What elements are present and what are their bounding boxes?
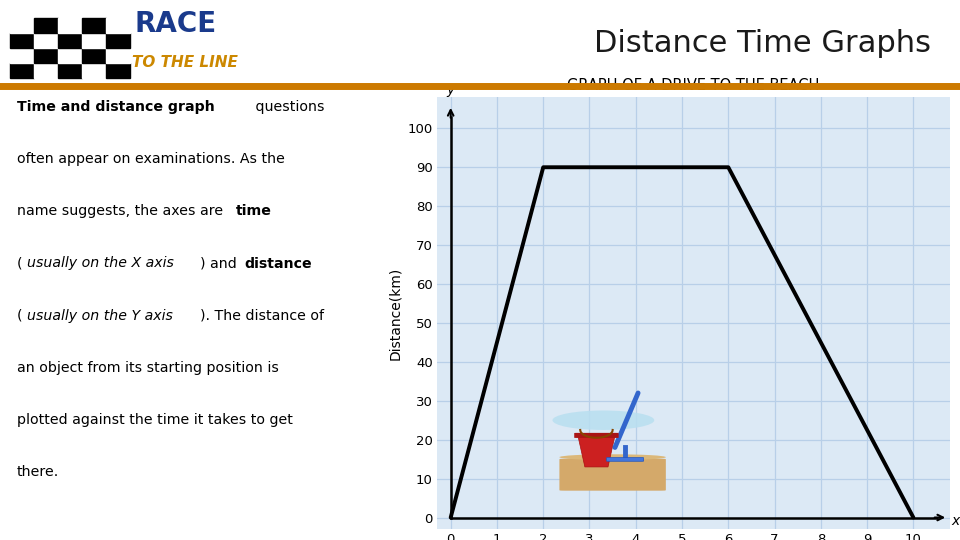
Y-axis label: Distance(km): Distance(km)	[388, 267, 402, 360]
Text: distance: distance	[244, 256, 312, 271]
Text: TO THE LINE: TO THE LINE	[132, 55, 238, 70]
Text: y: y	[446, 83, 455, 97]
Text: time: time	[236, 204, 272, 218]
Ellipse shape	[560, 454, 666, 460]
Text: an object from its starting position is: an object from its starting position is	[16, 361, 278, 375]
Polygon shape	[578, 436, 615, 467]
Text: plotted against the time it takes to get: plotted against the time it takes to get	[16, 413, 293, 427]
Text: RACE: RACE	[134, 10, 217, 38]
Text: ) and: ) and	[201, 256, 242, 271]
FancyBboxPatch shape	[560, 459, 666, 491]
Text: (: (	[16, 256, 22, 271]
FancyBboxPatch shape	[607, 457, 643, 461]
Text: there.: there.	[16, 465, 59, 479]
Text: Time and distance graph: Time and distance graph	[16, 100, 214, 114]
Text: usually on the Y axis: usually on the Y axis	[27, 309, 173, 323]
Text: ). The distance of: ). The distance of	[201, 309, 324, 323]
Title: GRAPH OF A DRIVE TO THE BEACH: GRAPH OF A DRIVE TO THE BEACH	[567, 78, 820, 93]
Ellipse shape	[552, 410, 655, 430]
Text: name suggests, the axes are: name suggests, the axes are	[16, 204, 228, 218]
Text: (: (	[16, 309, 22, 323]
Text: usually on the X axis: usually on the X axis	[27, 256, 174, 271]
Text: x: x	[951, 515, 960, 529]
Text: questions: questions	[251, 100, 324, 114]
FancyBboxPatch shape	[574, 433, 618, 438]
Text: Distance Time Graphs: Distance Time Graphs	[594, 29, 931, 58]
Text: often appear on examinations. As the: often appear on examinations. As the	[16, 152, 284, 166]
